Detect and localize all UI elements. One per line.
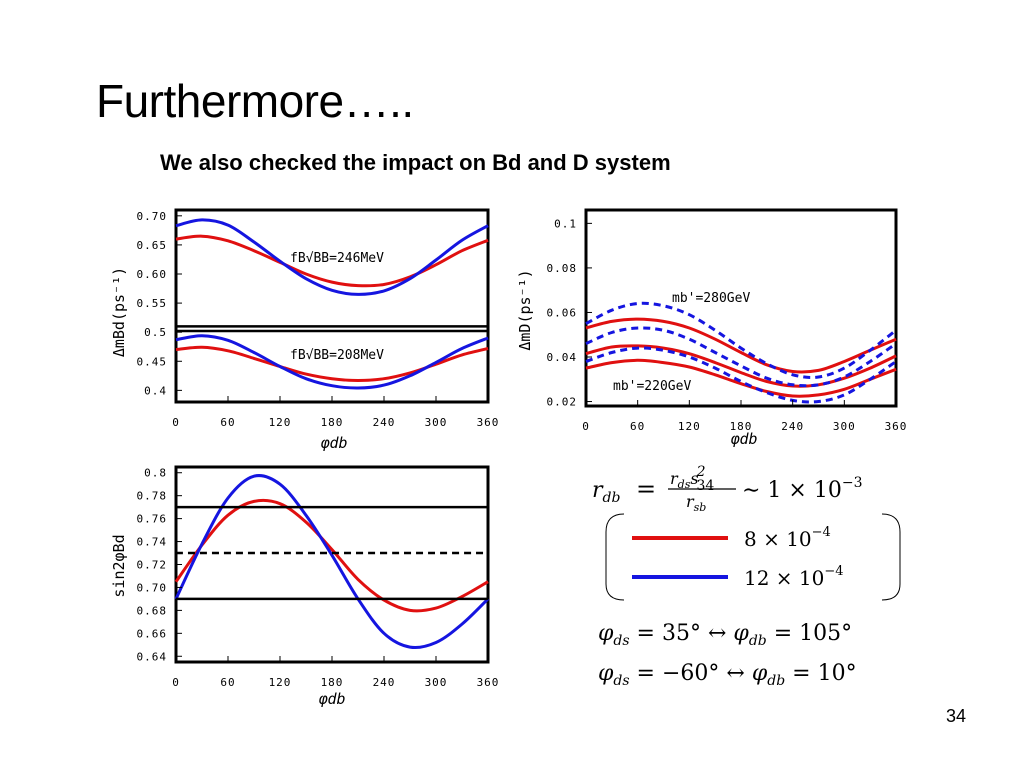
formula-equals: = bbox=[636, 475, 656, 503]
chart3-xtick-label: 360 bbox=[477, 676, 500, 689]
slide-title: Furthermore….. bbox=[96, 75, 414, 127]
legend-right-paren bbox=[881, 513, 901, 601]
chart3-ytick-label: 0.72 bbox=[137, 559, 168, 572]
chart3-xlabel: φdb bbox=[318, 690, 345, 708]
chart1-ytick-label: 0.70 bbox=[137, 210, 168, 223]
chart1-ytick-label: 0.4 bbox=[144, 384, 167, 397]
chart3-ytick-label: 0.74 bbox=[137, 536, 168, 549]
chart3-xtick-label: 300 bbox=[425, 676, 448, 689]
relation-1: φds = 35° ↔ φdb = 105° bbox=[598, 621, 852, 649]
chart1-series-4-blue-line bbox=[175, 334, 489, 390]
chart2-series-5-blue-line bbox=[585, 326, 897, 388]
chart1-xtick-label: 360 bbox=[477, 416, 500, 429]
ratio-formula: rdb = rdss2 34 rsb ∼ 1 × 10−3 bbox=[592, 464, 862, 514]
legend: rdb = rdss2 34 rsb ∼ 1 × 10−3 8 × 10−4 12… bbox=[592, 464, 901, 601]
chart2-xtick-label: 60 bbox=[630, 420, 645, 433]
formula-denominator: rsb bbox=[686, 492, 706, 514]
chart2-annotation-220: mb'=220GeV bbox=[613, 379, 691, 394]
chart3-xtick-label: 60 bbox=[220, 676, 235, 689]
slide-subtitle: We also checked the impact on Bd and D s… bbox=[160, 150, 671, 175]
chart1-series-2-blue-line bbox=[175, 218, 489, 296]
chart2-xlabel: φdb bbox=[730, 430, 757, 448]
chart3-frame bbox=[174, 465, 490, 664]
chart2-ytick-label: 0.02 bbox=[547, 396, 578, 409]
chart2-xtick-label: 120 bbox=[678, 420, 701, 433]
chart2-series-1-red-line bbox=[585, 317, 897, 374]
chart3-series-1-red-line bbox=[174, 498, 489, 613]
chart2-ytick-label: 0.04 bbox=[547, 351, 578, 364]
chart3-xtick-label: 0 bbox=[172, 676, 180, 689]
chart1-xtick-label: 180 bbox=[321, 416, 344, 429]
chart3-ytick-label: 0.76 bbox=[137, 513, 168, 526]
chart1-ytick-label: 0.45 bbox=[137, 355, 168, 368]
chart2-xtick-label: 0 bbox=[582, 420, 590, 433]
chart2-series-6-blue-line bbox=[585, 346, 897, 404]
chart1-ytick-label: 0.60 bbox=[137, 268, 168, 281]
formula-numerator: rdss2 34 bbox=[670, 464, 714, 494]
chart3-ytick-label: 0.78 bbox=[137, 490, 168, 503]
chart2-ytick-label: 0.1 bbox=[554, 217, 577, 230]
chart1-xtick-label: 240 bbox=[373, 416, 396, 429]
chart2-series-3-red-line bbox=[585, 358, 897, 398]
chart3-ytick-label: 0.68 bbox=[137, 604, 168, 617]
legend-label-blue: 12 × 10−4 bbox=[744, 564, 844, 590]
chart2-xtick-label: 180 bbox=[730, 420, 753, 433]
chart1-ytick-label: 0.65 bbox=[137, 239, 168, 252]
chart2-xtick-label: 240 bbox=[781, 420, 804, 433]
chart3-ytick-label: 0.8 bbox=[144, 467, 167, 480]
chart3-series-2-blue-line bbox=[174, 474, 490, 650]
chart1-series-3-red-line bbox=[175, 345, 489, 383]
relation-2: φds = −60° ↔ φdb = 10° bbox=[598, 661, 857, 689]
chart2-ytick-label: 0.08 bbox=[547, 262, 578, 275]
legend-left-paren bbox=[605, 513, 625, 601]
chart3-xtick-label: 120 bbox=[269, 676, 292, 689]
chart1-annotation-208: fB√BB=208MeV bbox=[290, 348, 384, 363]
chart1-ytick-label: 0.5 bbox=[144, 326, 167, 339]
chart1-xtick-label: 300 bbox=[425, 416, 448, 429]
chart2-ytick-label: 0.06 bbox=[547, 306, 578, 319]
chart1-annotation-246: fB√BB=246MeV bbox=[290, 251, 384, 266]
chart3-ytick-label: 0.66 bbox=[137, 627, 168, 640]
legend-label-red: 8 × 10−4 bbox=[744, 525, 831, 551]
chart2-ylabel: ΔmD(ps⁻¹) bbox=[516, 269, 534, 350]
formula-rhs: ∼ 1 × 10−3 bbox=[742, 475, 862, 503]
chart3-ytick-label: 0.70 bbox=[137, 581, 168, 594]
chart2-series-2-red-line bbox=[585, 344, 897, 388]
formula-lhs: rdb bbox=[592, 478, 620, 506]
chart1-xtick-label: 120 bbox=[269, 416, 292, 429]
chart3-ytick-label: 0.64 bbox=[137, 650, 168, 663]
chart1-xtick-label: 60 bbox=[220, 416, 235, 429]
chart1-ylabel: ΔmBd(ps⁻¹) bbox=[110, 267, 128, 357]
chart1-xtick-label: 0 bbox=[172, 416, 180, 429]
chart2-series-4-blue-line bbox=[585, 301, 897, 379]
chart2-annotation-280: mb'=280GeV bbox=[672, 291, 750, 306]
chart3-xtick-label: 180 bbox=[321, 676, 344, 689]
chart1-ytick-label: 0.55 bbox=[137, 297, 168, 310]
chart2-xtick-label: 360 bbox=[885, 420, 908, 433]
chart2-xtick-label: 300 bbox=[833, 420, 856, 433]
chart1-xlabel: φdb bbox=[320, 434, 347, 452]
chart3-ylabel: sin2φBd bbox=[110, 534, 128, 597]
chart3-xtick-label: 240 bbox=[373, 676, 396, 689]
chart1-series-1-red-line bbox=[175, 234, 489, 288]
page-number: 34 bbox=[945, 706, 966, 726]
